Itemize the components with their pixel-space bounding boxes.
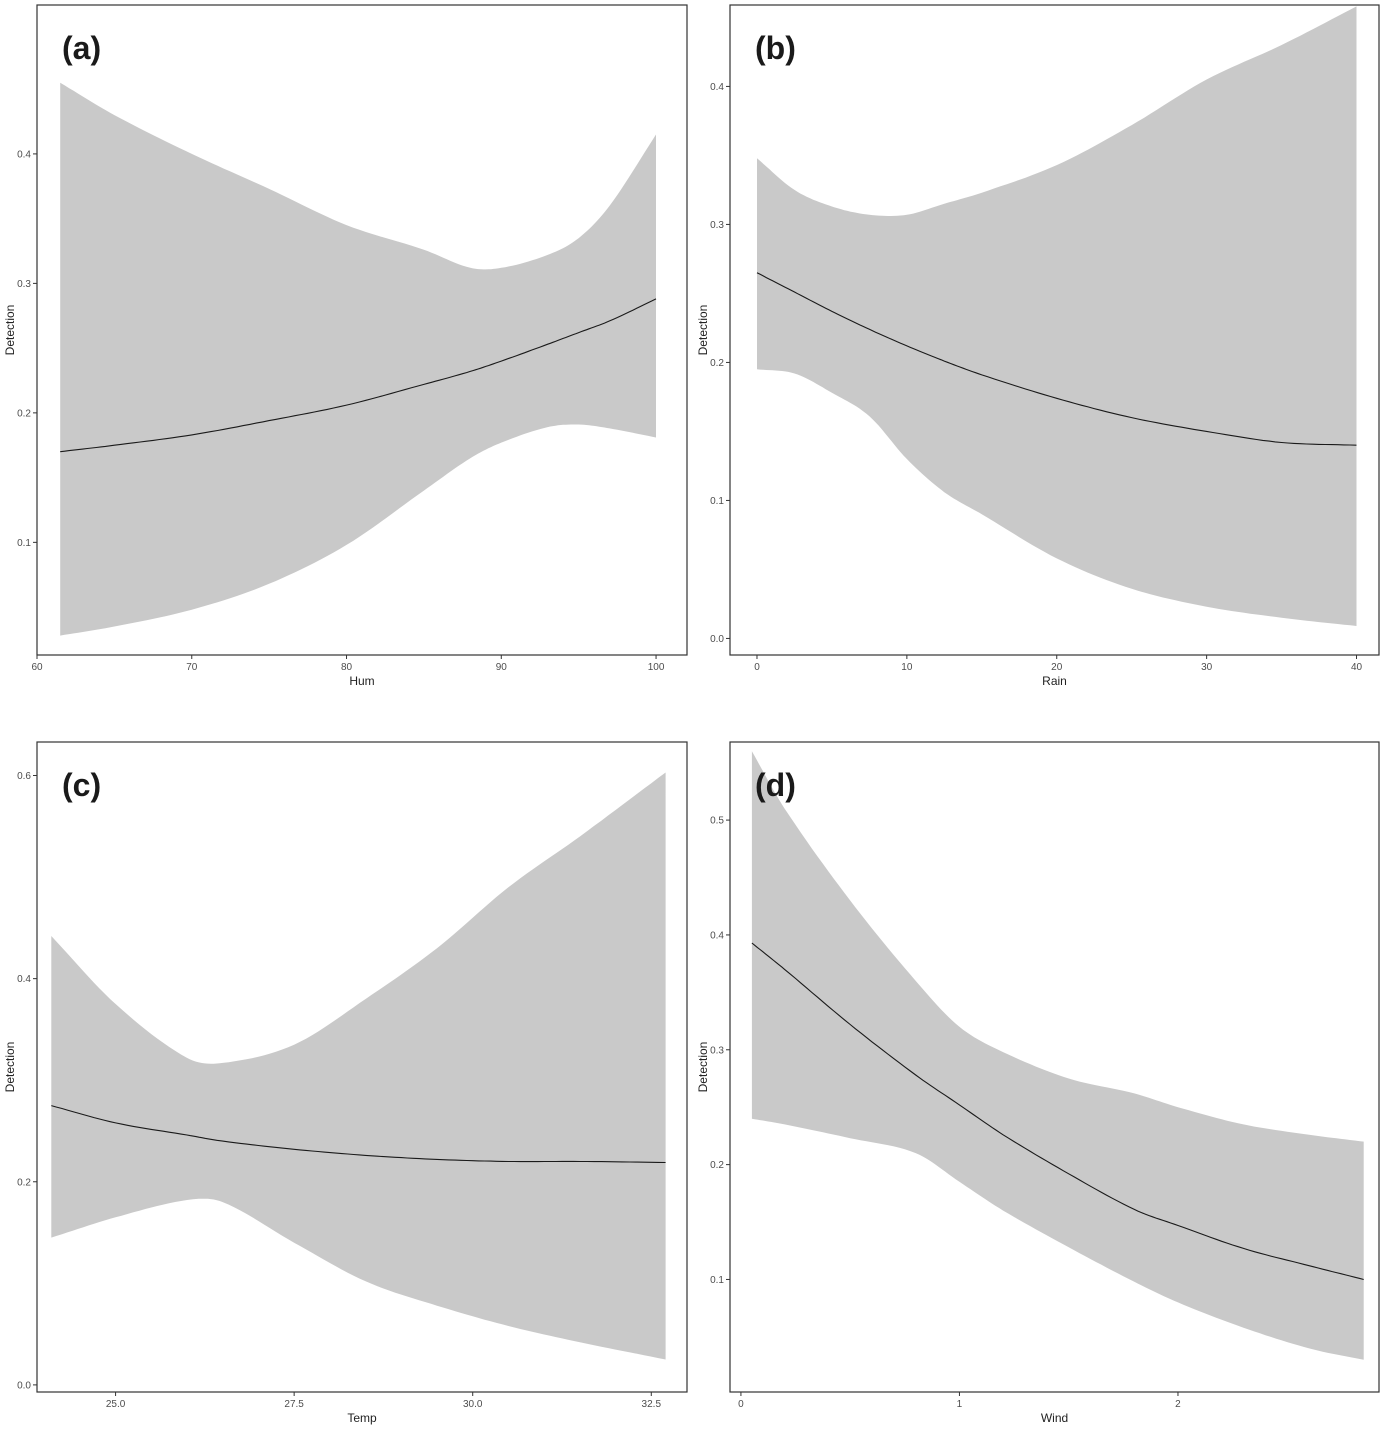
panel-label: (b) — [755, 30, 796, 66]
y-axis-title: Detection — [696, 305, 710, 356]
x-axis-title: Rain — [1042, 674, 1067, 688]
x-tick-label: 90 — [496, 662, 508, 673]
x-axis-title: Wind — [1041, 1411, 1068, 1425]
y-tick-label: 0.2 — [710, 1160, 724, 1171]
panel-label: (a) — [62, 30, 101, 66]
confidence-band — [751, 751, 1364, 1360]
y-tick-label: 0.0 — [710, 634, 724, 645]
y-tick-label: 0.3 — [17, 279, 31, 290]
x-tick-label: 20 — [1051, 662, 1063, 673]
x-tick-label: 0 — [738, 1399, 744, 1410]
panel-border — [36, 4, 688, 656]
x-tick-label: 27.5 — [284, 1399, 304, 1410]
y-tick-label: 0.4 — [710, 930, 724, 941]
y-tick-label: 0.3 — [710, 220, 724, 231]
y-tick-label: 0.4 — [17, 149, 31, 160]
x-tick-label: 30.0 — [463, 1399, 483, 1410]
panel-c: 25.0 27.5 30.0 32.5 0.0 0.2 0.4 0.6 Temp Detectio… — [3, 741, 688, 1425]
panel-border — [729, 741, 1380, 1393]
x-axis-title: Hum — [349, 674, 374, 688]
x-tick-label: 32.5 — [642, 1399, 662, 1410]
fitted-line — [756, 272, 1357, 446]
y-tick-label: 0.4 — [710, 82, 724, 93]
panel-label: (d) — [755, 767, 796, 803]
x-tick-label: 30 — [1201, 662, 1213, 673]
confidence-band — [60, 82, 656, 636]
fitted-line — [51, 1105, 666, 1164]
y-tick-label: 0.2 — [710, 358, 724, 369]
x-tick-label: 70 — [186, 662, 198, 673]
panel-border — [729, 4, 1380, 656]
panel-border — [36, 741, 688, 1393]
x-tick-label: 100 — [648, 662, 665, 673]
x-tick-label: 2 — [1175, 1399, 1181, 1410]
x-tick-label: 80 — [341, 662, 353, 673]
confidence-band — [51, 772, 666, 1360]
x-axis-title: Temp — [347, 1411, 377, 1425]
x-tick-label: 0 — [754, 662, 760, 673]
x-tick-label: 60 — [31, 662, 43, 673]
y-tick-label: 0.3 — [710, 1045, 724, 1056]
y-tick-label: 0.2 — [17, 1177, 31, 1188]
y-tick-label: 0.1 — [710, 496, 724, 507]
y-axis-title: Detection — [3, 1042, 17, 1093]
x-tick-label: 10 — [901, 662, 913, 673]
panel-a: 60 70 80 90 100 0.1 0.2 0.3 0.4 Hum Detection (a) — [3, 4, 688, 688]
y-tick-label: 0.0 — [17, 1380, 31, 1391]
fitted-line — [751, 942, 1364, 1281]
fitted-line — [60, 298, 657, 453]
y-tick-label: 0.4 — [17, 974, 31, 985]
y-axis-title: Detection — [696, 1042, 710, 1093]
y-tick-label: 0.1 — [710, 1275, 724, 1286]
panel-d: 0 1 2 0.1 0.2 0.3 0.4 0.5 Wind Detection (d) — [696, 741, 1380, 1425]
x-tick-label: 1 — [957, 1399, 963, 1410]
confidence-band — [757, 6, 1357, 626]
y-tick-label: 0.1 — [17, 538, 31, 549]
y-tick-label: 0.6 — [17, 771, 31, 782]
x-tick-label: 40 — [1351, 662, 1363, 673]
panel-b: 0 10 20 30 40 0.0 0.1 0.2 0.3 0.4 Rain Detection (b) — [696, 4, 1380, 688]
y-tick-label: 0.2 — [17, 408, 31, 419]
panel-label: (c) — [62, 767, 101, 803]
y-tick-label: 0.5 — [710, 816, 724, 827]
y-axis-title: Detection — [3, 305, 17, 356]
x-tick-label: 25.0 — [106, 1399, 126, 1410]
